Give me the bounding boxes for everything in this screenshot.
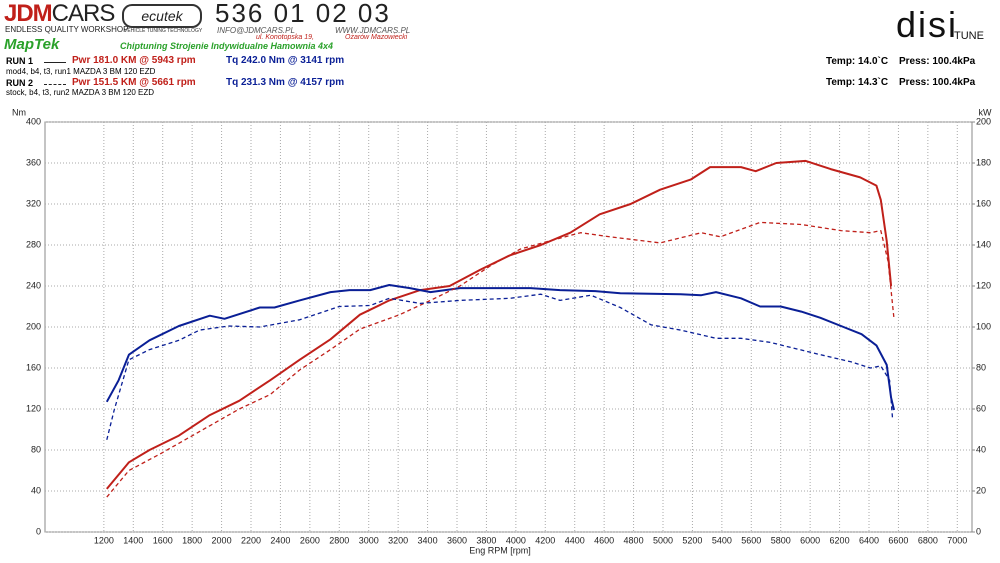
x-tick-label: 7000	[947, 535, 967, 545]
y2-tick-label: 80	[976, 362, 986, 372]
x-tick-label: 3200	[388, 535, 408, 545]
x-tick-label: 3400	[418, 535, 438, 545]
legend-entry: Pwr 181.0 KM @ 5943 rpm	[72, 55, 196, 66]
press: Press: 100.4kPa	[899, 77, 976, 88]
y-tick-label: 320	[26, 198, 41, 208]
y2-tick-label: 0	[976, 526, 981, 536]
y-tick-label: 0	[36, 526, 41, 536]
y2-tick-label: 140	[976, 239, 991, 249]
x-tick-label: 6400	[859, 535, 879, 545]
slogan: Chiptuning Strojenie Indywidualne Hamown…	[120, 41, 334, 51]
maptek-logo: MapTek	[4, 36, 60, 53]
series-line	[106, 293, 894, 440]
x-tick-label: 4800	[624, 535, 644, 545]
y-axis-label: Nm	[12, 107, 26, 117]
y2-tick-label: 40	[976, 444, 986, 454]
y2-tick-label: 100	[976, 321, 991, 331]
legend-entry: Tq 231.3 Nm @ 4157 rpm	[226, 77, 345, 88]
x-tick-label: 5600	[741, 535, 761, 545]
disi-logo: disi	[896, 4, 959, 45]
x-tick-label: 6200	[830, 535, 850, 545]
y-tick-label: 360	[26, 157, 41, 167]
x-tick-label: 6000	[800, 535, 820, 545]
x-tick-label: 2000	[212, 535, 232, 545]
x-tick-label: 3600	[447, 535, 467, 545]
x-tick-label: 5800	[771, 535, 791, 545]
email: INFO@JDMCARS.PL	[217, 26, 295, 35]
logo-b: CARS	[51, 0, 116, 27]
legend-entry: Pwr 151.5 KM @ 5661 rpm	[72, 77, 196, 88]
web: WWW.JDMCARS.PL	[335, 26, 411, 35]
x-tick-label: 5000	[653, 535, 673, 545]
series-line	[106, 221, 895, 498]
x-tick-label: 4600	[594, 535, 614, 545]
ecutek-logo: ecutek	[122, 4, 202, 28]
x-axis-label: Eng RPM [rpm]	[469, 545, 531, 555]
y-tick-label: 400	[26, 116, 41, 126]
y-tick-label: 240	[26, 280, 41, 290]
x-tick-label: 4400	[565, 535, 585, 545]
y-tick-label: 200	[26, 321, 41, 331]
logo-a: JDM	[4, 0, 53, 27]
y2-tick-label: 120	[976, 280, 991, 290]
y2-tick-label: 180	[976, 157, 991, 167]
series-line	[105, 284, 895, 411]
press: Press: 100.4kPa	[899, 56, 976, 67]
x-tick-label: 1600	[153, 535, 173, 545]
x-tick-label: 5400	[712, 535, 732, 545]
y2-axis-label: kW	[979, 107, 993, 117]
x-tick-label: 3800	[476, 535, 496, 545]
y2-tick-label: 20	[976, 485, 986, 495]
tune-logo: TUNE	[954, 30, 984, 42]
logo-tagline: ENDLESS QUALITY WORKSHOP	[5, 25, 129, 34]
y2-tick-label: 60	[976, 403, 986, 413]
x-tick-label: 3000	[359, 535, 379, 545]
plot-frame	[44, 121, 973, 533]
x-tick-label: 2400	[270, 535, 290, 545]
x-tick-label: 2200	[241, 535, 261, 545]
y-tick-label: 160	[26, 362, 41, 372]
y-tick-label: 120	[26, 403, 41, 413]
y-tick-label: 40	[31, 485, 41, 495]
run-desc: mod4, b4, t3, run1 MAZDA 3 BM 120 EZD	[6, 67, 156, 76]
legend-sample	[44, 62, 66, 63]
run-desc: stock, b4, t3, run2 MAZDA 3 BM 120 EZD	[6, 88, 155, 97]
x-tick-label: 2800	[329, 535, 349, 545]
temp: Temp: 14.0`C	[826, 56, 889, 67]
logo: JDMCARS	[4, 0, 116, 28]
x-tick-label: 5200	[682, 535, 702, 545]
run-label: RUN 1	[6, 56, 34, 66]
x-tick-label: 6800	[918, 535, 938, 545]
phone: 536 01 02 03	[215, 0, 391, 28]
street: ul. Konotopska 19,	[256, 34, 314, 41]
y-tick-label: 80	[31, 444, 41, 454]
ecutek-tagline: VEHICLE TUNING TECHNOLOGY	[124, 28, 203, 34]
legend-entry: Tq 242.0 Nm @ 3141 rpm	[226, 55, 345, 66]
series-line	[106, 159, 893, 490]
x-tick-label: 1400	[123, 535, 143, 545]
x-tick-label: 2600	[300, 535, 320, 545]
y2-tick-label: 160	[976, 198, 991, 208]
x-tick-label: 6600	[888, 535, 908, 545]
x-tick-label: 4000	[506, 535, 526, 545]
y-tick-label: 280	[26, 239, 41, 249]
x-tick-label: 1200	[94, 535, 114, 545]
legend-sample	[44, 84, 66, 85]
temp: Temp: 14.3`C	[826, 77, 889, 88]
run-label: RUN 2	[6, 78, 34, 88]
city: Ożarów Mazowiecki	[345, 34, 408, 41]
x-tick-label: 1800	[182, 535, 202, 545]
y2-tick-label: 200	[976, 116, 991, 126]
x-tick-label: 4200	[535, 535, 555, 545]
